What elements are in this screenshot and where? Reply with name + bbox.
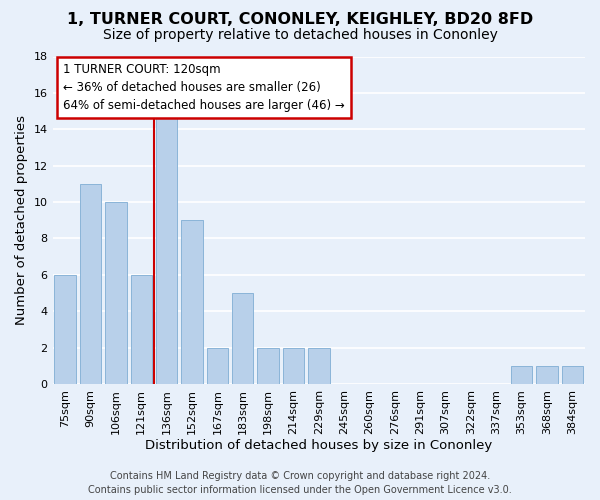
Bar (55, 275, 76, 384)
Bar (283, 348, 304, 384)
Text: Size of property relative to detached houses in Cononley: Size of property relative to detached ho… (103, 28, 497, 42)
Text: 1 TURNER COURT: 120sqm
← 36% of detached houses are smaller (26)
64% of semi-det: 1 TURNER COURT: 120sqm ← 36% of detached… (63, 63, 345, 112)
Bar (536, 366, 558, 384)
Bar (80, 184, 101, 384)
Y-axis label: Number of detached properties: Number of detached properties (15, 115, 28, 325)
Bar (232, 293, 253, 384)
Bar (181, 220, 203, 384)
Bar (308, 348, 329, 384)
Bar (131, 275, 152, 384)
Bar (206, 348, 228, 384)
Bar (105, 202, 127, 384)
Bar (156, 111, 178, 384)
X-axis label: Distribution of detached houses by size in Cononley: Distribution of detached houses by size … (145, 440, 493, 452)
Bar (562, 366, 583, 384)
Text: 1, TURNER COURT, CONONLEY, KEIGHLEY, BD20 8FD: 1, TURNER COURT, CONONLEY, KEIGHLEY, BD2… (67, 12, 533, 28)
Bar (257, 348, 279, 384)
Text: Contains HM Land Registry data © Crown copyright and database right 2024.
Contai: Contains HM Land Registry data © Crown c… (88, 471, 512, 495)
Bar (511, 366, 532, 384)
